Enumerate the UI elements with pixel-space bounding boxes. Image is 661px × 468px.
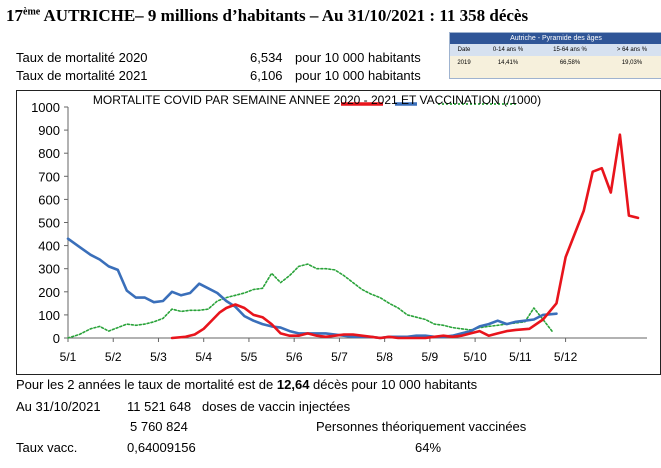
age-pyramid-table: Autriche - Pyramide des âges Date 0-14 a… <box>449 32 661 79</box>
rate-2020-unit: pour 10 000 habitants <box>295 50 421 65</box>
vaccination-rate-percent: 64% <box>415 440 442 455</box>
pyramid-cell-adult: 66,58% <box>559 60 581 66</box>
mortality-total-value: 12,64 <box>276 377 310 392</box>
persons-label: Personnes théoriquement vaccinées <box>316 419 527 434</box>
chart-area: 0 100 200 300 400 500 600 700 800 900 1000 5/1 5/2 5/… <box>16 90 661 375</box>
y-tick-label: 100 <box>38 308 60 323</box>
vaccination-rate-label: Taux vacc. <box>16 440 78 455</box>
rate-2020-value: 6,534 <box>250 50 283 65</box>
rank-number: 17 <box>6 6 23 25</box>
y-tick-label: 600 <box>38 192 60 207</box>
x-tick-label: 5/7 <box>331 350 348 364</box>
x-tick-label: 5/4 <box>195 350 212 364</box>
x-tick-label: 5/9 <box>422 350 439 364</box>
chart-axes: 0 100 200 300 400 500 600 700 800 900 1000 5/1 5/2 5/… <box>31 100 647 364</box>
x-tick-label: 5/12 <box>554 350 578 364</box>
pyramid-col-senior: > 64 ans % <box>616 47 648 53</box>
pyramid-col-young: 0-14 ans % <box>492 47 524 53</box>
pyramid-cell-date: 2019 <box>457 60 471 66</box>
y-tick-label: 300 <box>38 262 60 277</box>
x-tick-label: 5/6 <box>286 350 303 364</box>
page-title: 17ème AUTRICHE– 9 millions d’habitants –… <box>6 6 528 26</box>
mortality-text-suffix: décès pour 10 000 habitants <box>309 377 478 392</box>
doses-label: doses de vaccin injectées <box>202 399 351 414</box>
pyramid-cell-young: 14,41% <box>497 60 519 66</box>
y-tick-label: 500 <box>38 216 60 231</box>
persons-value: 5 760 824 <box>130 419 188 434</box>
chart-title: MORTALITE COVID PAR SEMAINE ANNEE 2020 -… <box>93 93 541 107</box>
mortality-text-prefix: Pour les 2 années le taux de mortalité e… <box>16 377 277 392</box>
x-tick-label: 5/10 <box>463 350 487 364</box>
x-tick-label: 5/1 <box>60 350 77 364</box>
y-tick-label: 900 <box>38 123 60 138</box>
x-tick-label: 5/8 <box>376 350 393 364</box>
rank-suffix: ème <box>23 6 41 18</box>
pyramid-col-adult: 15-64 ans % <box>553 47 587 53</box>
x-tick-label: 5/3 <box>150 350 167 364</box>
chart-series <box>66 133 640 340</box>
rate-2021-value: 6,106 <box>250 68 283 83</box>
y-tick-label: 1000 <box>31 100 60 115</box>
pyramid-title: Autriche - Pyramide des âges <box>450 33 661 44</box>
rate-2021-unit: pour 10 000 habitants <box>295 68 421 83</box>
rate-2020-label: Taux de mortalité 2020 <box>16 50 148 65</box>
rate-2021-label: Taux de mortalité 2021 <box>16 68 148 83</box>
vaccination-rate-value: 0,64009156 <box>127 440 196 455</box>
x-tick-label: 5/5 <box>241 350 258 364</box>
pyramid-data-row: 2019 14,41% 66,58% 19,03% <box>450 56 661 70</box>
pyramid-cell-senior: 19,03% <box>621 60 643 66</box>
x-tick-label: 5/11 <box>509 350 532 364</box>
y-tick-label: 400 <box>38 239 60 254</box>
series-line-red <box>170 133 640 340</box>
pyramid-header-row: Date 0-14 ans % 15-64 ans % > 64 ans % <box>450 44 661 56</box>
y-tick-label: 700 <box>38 169 60 184</box>
series-line-blue <box>66 237 558 340</box>
y-tick-label: 0 <box>53 331 60 346</box>
y-tick-label: 200 <box>38 285 60 300</box>
y-tick-label: 800 <box>38 146 60 161</box>
date-label: Au 31/10/2021 <box>16 399 101 414</box>
title-text: AUTRICHE– 9 millions d’habitants – Au 31… <box>40 6 529 25</box>
pyramid-col-date: Date <box>457 47 471 53</box>
covid-mortality-chart: 0 100 200 300 400 500 600 700 800 900 1000 5/1 5/2 5/… <box>31 93 647 364</box>
x-tick-label: 5/2 <box>105 350 122 364</box>
doses-value: 11 521 648 <box>127 399 192 414</box>
footer-line-1: Pour les 2 années le taux de mortalité e… <box>16 377 477 392</box>
